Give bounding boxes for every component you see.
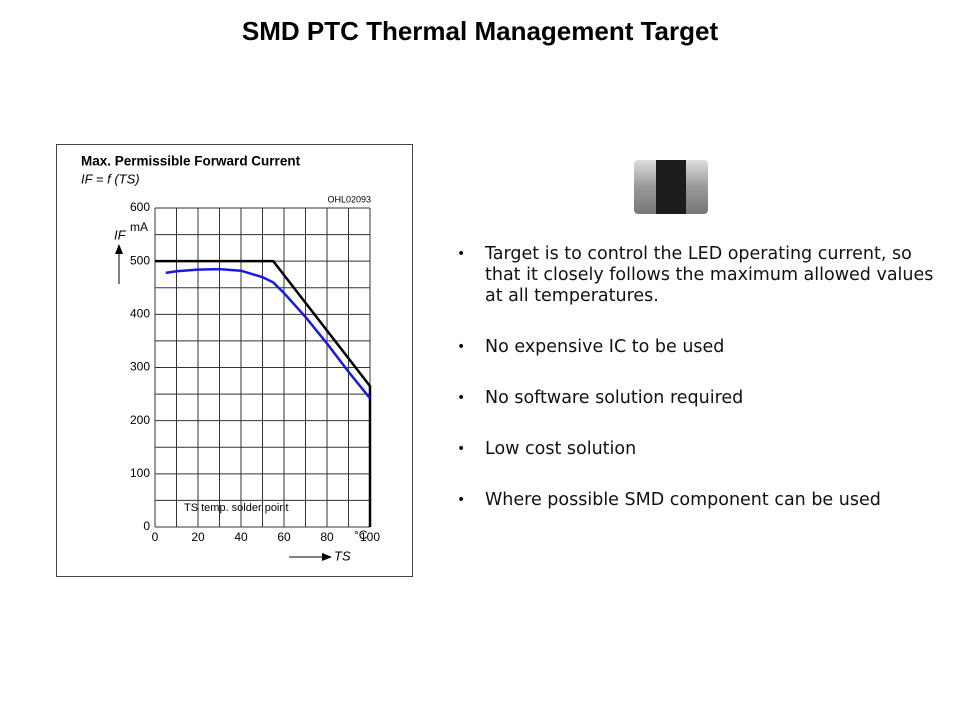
y-arrow-head: [115, 244, 123, 254]
y-unit: mA: [130, 220, 148, 234]
chart-code: OHL02093: [327, 194, 371, 204]
annotation: TS temp. solder point: [184, 502, 289, 514]
chart-subtitle: IF = f (TS): [81, 171, 140, 186]
x-tick-label: 60: [277, 530, 291, 544]
x-tick-label: 80: [320, 530, 334, 544]
x-arrow-head: [322, 553, 332, 561]
y-tick-label: 200: [130, 413, 150, 427]
x-tick-label: 100: [360, 530, 380, 544]
bullet-list: Target is to control the LED operating c…: [457, 244, 937, 541]
bullet: Where possible SMD component can be used: [457, 490, 937, 511]
x-tick-label: 20: [191, 530, 205, 544]
ptc-component-image: [634, 160, 708, 214]
bullet: Target is to control the LED operating c…: [457, 244, 937, 307]
chart-title: Max. Permissible Forward Current: [81, 154, 301, 169]
x-tick-label: 0: [152, 530, 159, 544]
y-axis-label: IF: [114, 227, 127, 242]
series-line: [165, 267, 371, 400]
chip-band: [656, 160, 686, 214]
y-tick-label: 100: [130, 466, 150, 480]
bullet: No expensive IC to be used: [457, 337, 937, 358]
bullet: No software solution required: [457, 388, 937, 409]
y-tick-label: 600: [130, 200, 150, 214]
bullet: Low cost solution: [457, 439, 937, 460]
slide-title: SMD PTC Thermal Management Target: [241, 16, 719, 46]
chart: Max. Permissible Forward Current IF = f …: [56, 144, 413, 577]
y-tick-label: 300: [130, 360, 150, 374]
x-unit: °C: [354, 528, 368, 542]
series-line: [155, 259, 372, 527]
y-tick-label: 0: [143, 519, 150, 533]
y-tick-label: 500: [130, 253, 150, 267]
y-tick-label: 400: [130, 307, 150, 321]
x-tick-label: 40: [234, 530, 248, 544]
x-axis-label: TS: [334, 548, 351, 563]
